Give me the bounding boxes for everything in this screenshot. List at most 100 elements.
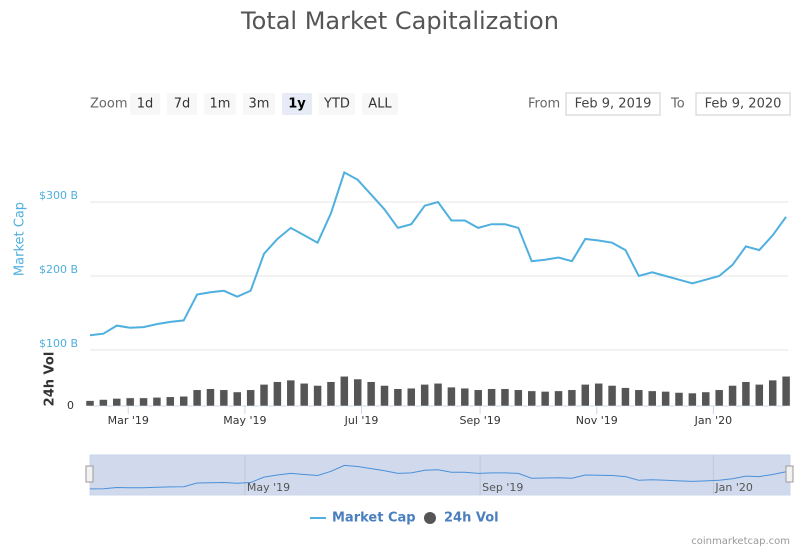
x-tick-label: Nov '19 bbox=[576, 414, 618, 427]
volume-bar bbox=[621, 387, 630, 407]
zoom-button[interactable] bbox=[204, 93, 236, 115]
y-tick-label: $100 B bbox=[39, 337, 78, 350]
x-tick-label: Mar '19 bbox=[108, 414, 149, 427]
y2-tick-label: 0 bbox=[67, 399, 74, 412]
volume-bar bbox=[340, 376, 349, 407]
volume-bar bbox=[286, 379, 296, 407]
volume-bar bbox=[219, 389, 229, 407]
x-tick-label: May '19 bbox=[223, 414, 266, 427]
volume-bar bbox=[85, 400, 95, 407]
volume-bar bbox=[661, 391, 670, 407]
volume-bar bbox=[647, 390, 657, 407]
legend-label[interactable]: 24h Vol bbox=[444, 511, 499, 526]
to-input[interactable] bbox=[695, 92, 791, 116]
zoom-button[interactable] bbox=[243, 93, 275, 115]
volume-bar bbox=[447, 386, 456, 407]
volume-bar bbox=[527, 390, 536, 407]
volume-bar bbox=[125, 397, 135, 407]
volume-bar bbox=[380, 385, 389, 407]
volume-bar bbox=[581, 384, 590, 407]
x-tick-label: Jan '20 bbox=[694, 414, 732, 427]
volume-bar bbox=[473, 389, 483, 407]
x-tick-label: Jul '19 bbox=[344, 414, 379, 427]
volume-bar bbox=[206, 388, 215, 407]
zoom-button[interactable] bbox=[362, 93, 398, 115]
zoom-button[interactable] bbox=[282, 93, 312, 115]
volume-bar bbox=[299, 383, 309, 407]
volume-bar bbox=[540, 391, 550, 407]
zoom-button-label[interactable]: 1y bbox=[288, 97, 306, 112]
y-axis-title: Market Cap bbox=[13, 202, 28, 276]
x-tick-label: Sep '19 bbox=[459, 414, 500, 427]
volume-bar bbox=[460, 387, 470, 407]
zoom-button-label[interactable]: 1d bbox=[137, 97, 154, 112]
volume-bar bbox=[487, 388, 496, 407]
volume-bar bbox=[166, 396, 175, 407]
volume-bar bbox=[232, 391, 242, 407]
volume-bar bbox=[353, 378, 362, 407]
y-tick-label: $200 B bbox=[39, 263, 78, 276]
volume-bar bbox=[768, 379, 777, 407]
volume-bar bbox=[741, 381, 751, 407]
zoom-button[interactable] bbox=[319, 93, 355, 115]
volume-bar bbox=[514, 389, 523, 407]
zoom-button[interactable] bbox=[130, 93, 160, 115]
legend-label[interactable]: Market Cap bbox=[332, 511, 416, 526]
zoom-button-label[interactable]: YTD bbox=[323, 97, 350, 112]
zoom-button[interactable] bbox=[167, 93, 197, 115]
volume-bar bbox=[112, 398, 122, 407]
volume-bar bbox=[554, 390, 563, 407]
volume-bar bbox=[152, 397, 162, 407]
volume-bar bbox=[728, 385, 737, 407]
navigator-tick-label: Jan '20 bbox=[714, 481, 752, 494]
zoom-button-label[interactable]: 1m bbox=[210, 97, 231, 112]
credit[interactable]: coinmarketcap.com bbox=[691, 536, 790, 547]
volume-bar bbox=[99, 399, 108, 407]
zoom-button-label[interactable]: 3m bbox=[249, 97, 270, 112]
zoom-label: Zoom bbox=[90, 97, 127, 112]
volume-bar bbox=[701, 391, 711, 407]
volume-bar bbox=[313, 385, 322, 407]
navigator-mask[interactable] bbox=[89, 454, 791, 496]
volume-bar bbox=[607, 385, 617, 407]
volume-bar bbox=[326, 381, 336, 407]
volume-bar bbox=[634, 389, 644, 407]
to-date[interactable]: Feb 9, 2020 bbox=[705, 97, 782, 112]
volume-bar bbox=[259, 384, 269, 407]
from-label: From bbox=[528, 97, 560, 112]
zoom-button-label[interactable]: ALL bbox=[368, 97, 392, 112]
volume-bar bbox=[714, 389, 724, 407]
volume-bar bbox=[366, 381, 376, 407]
y-tick-label: $300 B bbox=[39, 189, 78, 202]
market-cap-line bbox=[89, 170, 787, 337]
from-input[interactable] bbox=[565, 92, 661, 116]
volume-bar bbox=[273, 381, 282, 407]
volume-bar bbox=[567, 389, 577, 407]
volume-bar bbox=[179, 396, 188, 407]
volume-bar bbox=[755, 384, 764, 407]
volume-bar bbox=[500, 388, 510, 407]
volume-bar bbox=[139, 397, 148, 407]
volume-bar bbox=[393, 388, 403, 407]
volume-bar bbox=[781, 376, 791, 407]
navigator-handle[interactable] bbox=[785, 465, 794, 483]
volume-bar bbox=[420, 384, 429, 407]
volume-bar bbox=[192, 389, 202, 407]
zoom-button-label[interactable]: 7d bbox=[174, 97, 191, 112]
volume-bar bbox=[433, 383, 443, 407]
volume-bar bbox=[688, 392, 697, 407]
volume-bar bbox=[674, 392, 684, 407]
from-date[interactable]: Feb 9, 2019 bbox=[575, 97, 652, 112]
to-label: To bbox=[670, 97, 685, 112]
y2-axis-title: 24h Vol bbox=[43, 352, 58, 407]
volume-bar bbox=[594, 383, 603, 407]
chart-title: Total Market Capitalization bbox=[240, 7, 559, 35]
navigator-line bbox=[89, 464, 787, 490]
navigator-tick-label: Sep '19 bbox=[482, 481, 523, 494]
navigator-tick-label: May '19 bbox=[247, 481, 290, 494]
volume-bar bbox=[246, 389, 255, 407]
navigator-handle[interactable] bbox=[85, 465, 94, 483]
legend-symbol bbox=[424, 512, 436, 524]
volume-bar bbox=[407, 387, 416, 407]
